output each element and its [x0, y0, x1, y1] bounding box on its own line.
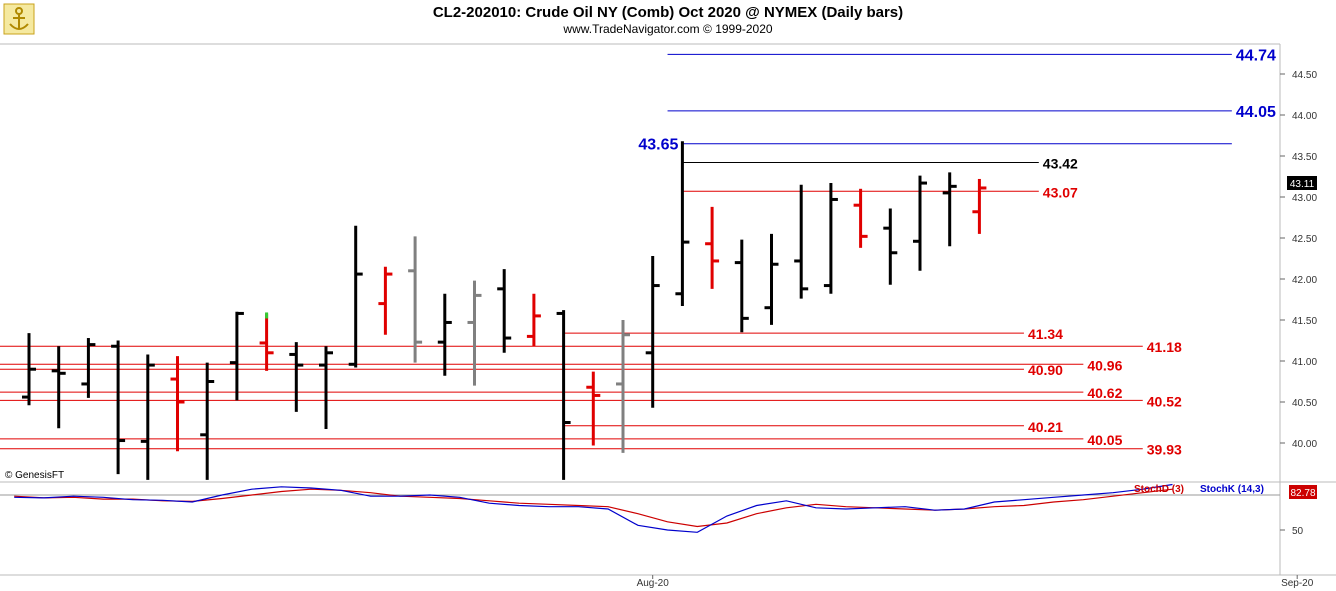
ohlc-bar: [140, 354, 155, 480]
ohlc-bar: [586, 371, 601, 446]
ohlc-bar: [229, 311, 244, 401]
stochastic-panel: 50: [0, 483, 1304, 537]
ohlc-bar: [913, 175, 927, 271]
ohlc-bar: [497, 269, 512, 353]
watermark: © GenesisFT: [5, 470, 64, 481]
ohlc-bar: [616, 320, 630, 453]
anchor-logo-icon: [3, 3, 35, 35]
ohlc-bar: [942, 172, 957, 247]
ohlc-bar: [675, 141, 690, 307]
price-tick-label: 42.50: [1292, 234, 1317, 245]
ohlc-bar: [170, 356, 185, 452]
level-label-40.05: 40.05: [1087, 432, 1122, 448]
level-label-40.62: 40.62: [1087, 385, 1122, 401]
ohlc-bar: [734, 239, 749, 333]
price-tick-label: 44.50: [1292, 70, 1317, 81]
level-label-39.93: 39.93: [1147, 442, 1182, 458]
level-label-44.74: 44.74: [1236, 47, 1276, 64]
ohlc-bar: [437, 293, 452, 376]
date-axis: Aug-20 Sep-20: [637, 575, 1314, 589]
ohlc-bar: [378, 266, 393, 335]
date-tick-label: Sep-20: [1281, 578, 1314, 589]
price-tick-label: 41.00: [1292, 357, 1317, 368]
ohlc-bar: [348, 225, 363, 368]
level-label-43.07: 43.07: [1043, 184, 1078, 200]
level-label-43.42: 43.42: [1043, 156, 1078, 172]
level-label-41.34: 41.34: [1028, 326, 1063, 342]
ohlc-bar: [22, 333, 36, 406]
level-label-40.90: 40.90: [1028, 362, 1063, 378]
ohlc-bar: [111, 340, 126, 475]
ohlc-bar: [51, 346, 66, 429]
last-price-badge: 43.11: [1287, 176, 1317, 190]
price-tick-label: 43.00: [1292, 193, 1317, 204]
ohlc-bar: [853, 188, 868, 248]
level-label-40.96: 40.96: [1087, 357, 1122, 373]
ohlc-bar: [794, 184, 809, 299]
ohlc-bar: [705, 206, 720, 289]
stoch-d-legend: StochD (3): [1134, 484, 1184, 495]
stoch-k-line: [14, 483, 1173, 533]
ohlc-bars: [22, 141, 987, 480]
ohlc-bar: [823, 183, 838, 294]
stoch-last-value: 82.78: [1290, 488, 1315, 499]
ohlc-bar: [645, 256, 660, 408]
ohlc-bar: [764, 233, 779, 325]
ohlc-bar: [526, 293, 541, 347]
date-tick-label: Aug-20: [637, 578, 670, 589]
last-price-value: 43.11: [1290, 179, 1315, 190]
level-label-41.18: 41.18: [1147, 339, 1182, 355]
stoch-k-legend: StochK (14,3): [1200, 484, 1264, 495]
price-tick-label: 43.50: [1292, 152, 1317, 163]
ohlc-bar: [467, 280, 482, 386]
level-label-43.65: 43.65: [638, 137, 678, 154]
support-resistance-levels: 44.74 44.05 43.65 43.42 43.07 41.34 41.18 40.96…: [0, 47, 1276, 458]
ohlc-bar: [259, 312, 274, 371]
ohlc-bar: [883, 208, 898, 285]
price-tick-label: 40.50: [1292, 398, 1317, 409]
level-label-40.21: 40.21: [1028, 419, 1063, 435]
price-axis: 40.00 40.50 41.00 41.50 42.00 42.50 43.00 43.50…: [1280, 70, 1317, 450]
chart-subtitle: www.TradeNavigator.com © 1999-2020: [562, 22, 772, 36]
price-tick-label: 41.50: [1292, 316, 1317, 327]
level-label-40.52: 40.52: [1147, 393, 1182, 409]
stoch-value-badge: 82.78: [1289, 485, 1317, 499]
price-tick-label: 44.00: [1292, 111, 1317, 122]
stoch-d-line: [14, 488, 1173, 528]
ohlc-bar: [408, 236, 423, 363]
ohlc-bar: [289, 342, 304, 412]
stoch-tick-label: 50: [1292, 526, 1304, 537]
ohlc-bar: [319, 346, 333, 430]
price-tick-label: 42.00: [1292, 275, 1317, 286]
ohlc-bar: [556, 310, 571, 480]
ohlc-bar: [972, 178, 987, 234]
level-label-44.05: 44.05: [1236, 104, 1276, 121]
chart-title: CL2-202010: Crude Oil NY (Comb) Oct 2020…: [433, 4, 903, 21]
price-tick-label: 40.00: [1292, 439, 1317, 450]
ohlc-bar: [81, 338, 96, 398]
ohlc-bar: [200, 362, 215, 480]
